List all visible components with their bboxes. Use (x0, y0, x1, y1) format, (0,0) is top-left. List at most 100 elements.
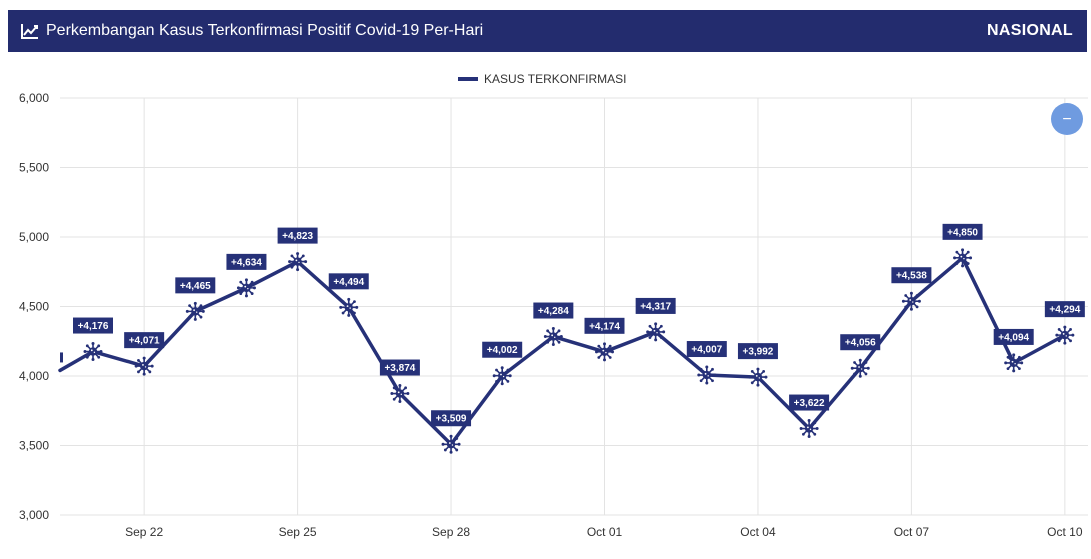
legend[interactable]: KASUS TERKONFIRMASI (458, 72, 626, 86)
data-label-text: +4,007 (691, 345, 722, 356)
data-label-box (482, 341, 523, 358)
data-label-text: +3,622 (794, 398, 825, 409)
chart-title: Perkembangan Kasus Terkonfirmasi Positif… (46, 22, 484, 39)
x-tick-label: Oct 10 (1047, 525, 1083, 539)
chart-area: 3,000 3,500 4,000 4,500 5,000 5,500 6,000 Sep 2… (0, 56, 1091, 554)
y-tick-label: 5,000 (19, 230, 49, 244)
y-tick-label: 3,000 (19, 508, 49, 522)
virus-marker (543, 326, 564, 347)
data-label-text: +4,174 (589, 321, 620, 332)
virus-marker (236, 277, 257, 299)
virus-marker (645, 321, 666, 343)
data-label-text: +4,850 (947, 227, 978, 238)
data-label-text: +4,094 (998, 332, 1029, 343)
y-tick-label: 4,000 (19, 369, 49, 383)
data-label-box (840, 334, 881, 351)
y-tick-label: 5,500 (19, 161, 49, 175)
data-label: +4,465 (175, 277, 216, 294)
data-label-text: +4,823 (282, 231, 313, 242)
chart-svg: 3,000 3,500 4,000 4,500 5,000 5,500 6,000 Sep 2… (19, 72, 1088, 539)
data-label: +4,174 (584, 317, 625, 334)
data-label: +3,509 (431, 410, 472, 427)
y-tick-label: 3,500 (19, 439, 49, 453)
data-label-box (431, 410, 472, 427)
data-label-text: +4,538 (896, 271, 927, 282)
data-label-text: +4,056 (845, 338, 876, 349)
data-label-box (891, 267, 932, 284)
data-label-layer: +4,176 +4,071 +4,465 +4,634 +4,823 +4,494 +3,8… (73, 223, 1085, 427)
minus-icon: − (1062, 111, 1071, 128)
data-label-box (942, 223, 983, 240)
x-tick-label: Sep 22 (125, 525, 163, 539)
data-label-box (226, 253, 267, 270)
data-label-text: +3,509 (436, 414, 467, 425)
virus-marker (798, 418, 820, 439)
data-label-box (1044, 301, 1085, 318)
data-label: +4,176 (73, 317, 113, 334)
data-label: +4,284 (533, 302, 574, 319)
data-label-box (175, 277, 216, 294)
data-label-box (686, 341, 727, 358)
region-label: NASIONAL (987, 22, 1073, 39)
virus-marker (185, 301, 206, 322)
data-label: +3,622 (789, 394, 830, 411)
virus-marker (696, 364, 718, 386)
data-label-text: +4,494 (333, 277, 364, 288)
data-label: +4,317 (635, 297, 676, 314)
zoom-out-button[interactable]: − (1051, 103, 1083, 135)
virus-marker (1054, 324, 1076, 346)
chart-header: Perkembangan Kasus Terkonfirmasi Positif… (8, 10, 1087, 52)
leading-marker (60, 352, 63, 363)
legend-label: KASUS TERKONFIRMASI (484, 72, 626, 86)
grid-layer (60, 97, 1088, 516)
data-label: +4,634 (226, 253, 267, 270)
data-label-text: +3,874 (384, 363, 415, 374)
data-label-box (124, 332, 165, 349)
data-label-box (533, 302, 574, 319)
data-label: +4,850 (942, 223, 983, 240)
data-label-box (379, 359, 420, 376)
y-tick-label: 6,000 (19, 91, 49, 105)
zoom-out-circle (1051, 103, 1083, 135)
virus-marker (849, 357, 871, 379)
virus-marker (1003, 352, 1025, 374)
data-label: +3,874 (379, 359, 420, 376)
data-label: +3,992 (737, 343, 778, 360)
series-layer (58, 247, 1076, 455)
virus-marker (952, 247, 973, 269)
virus-marker (287, 251, 308, 272)
data-label-box (635, 297, 676, 314)
data-label-text: +4,071 (129, 336, 160, 347)
data-label: +4,002 (482, 341, 523, 358)
virus-marker (338, 297, 360, 318)
data-label-text: +4,294 (1049, 305, 1080, 316)
data-label: +4,823 (277, 227, 318, 244)
virus-marker (440, 433, 462, 455)
x-tick-label: Oct 07 (894, 525, 930, 539)
axis-layer: 3,000 3,500 4,000 4,500 5,000 5,500 6,000 Sep 2… (19, 91, 1083, 539)
data-label-box (277, 227, 318, 244)
data-label-box (737, 343, 778, 360)
legend-swatch (458, 77, 478, 81)
data-label: +4,538 (891, 267, 932, 284)
virus-marker (594, 341, 615, 363)
data-label-box (73, 317, 113, 334)
data-label-text: +4,176 (78, 321, 109, 332)
data-label-text: +4,465 (180, 281, 211, 292)
data-label-text: +4,284 (538, 306, 569, 317)
data-label-text: +3,992 (743, 347, 774, 358)
header-title-group: Perkembangan Kasus Terkonfirmasi Positif… (20, 22, 483, 40)
data-label: +4,494 (328, 273, 369, 290)
x-tick-label: Oct 04 (740, 525, 776, 539)
x-tick-label: Sep 25 (279, 525, 317, 539)
virus-marker (491, 365, 513, 387)
line-chart-icon (20, 22, 40, 40)
data-label: +4,071 (124, 332, 165, 349)
data-label: +4,294 (1044, 301, 1085, 318)
x-tick-label: Oct 01 (587, 525, 623, 539)
data-label-box (584, 317, 625, 334)
x-tick-label: Sep 28 (432, 525, 470, 539)
virus-marker (389, 383, 411, 404)
data-label: +4,094 (993, 328, 1034, 345)
data-label-text: +4,634 (231, 257, 262, 268)
